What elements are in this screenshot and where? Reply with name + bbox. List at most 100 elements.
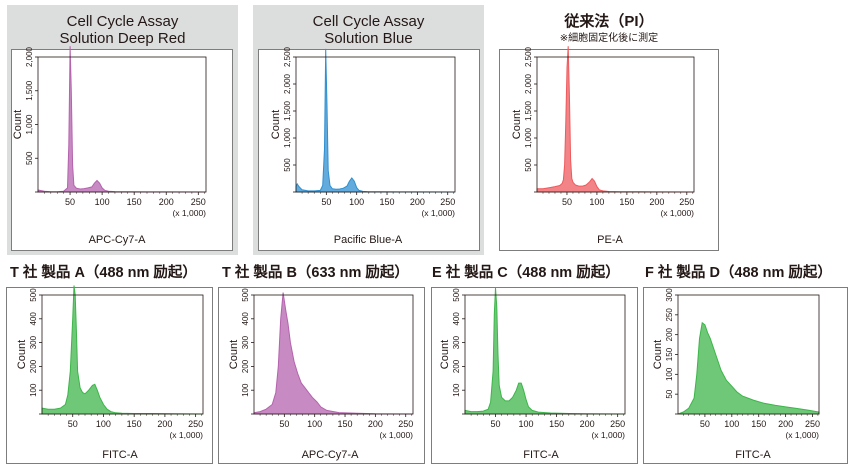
histogram-chart: 50 100 150 200 250(x 1,000) 100 200 300 400 500 Co… (439, 287, 626, 461)
y-tick-label: 500 (25, 151, 34, 165)
y-tick-label: 300 (29, 335, 38, 349)
chart-card (258, 49, 480, 251)
x-tick-label: 100 (96, 419, 111, 429)
histogram-area (41, 285, 204, 415)
x-tick-label: 50 (491, 419, 501, 429)
y-tick-label: 2,000 (524, 73, 533, 94)
x-tick-label: 150 (127, 197, 142, 207)
y-tick-label: 2,500 (283, 46, 292, 67)
x-tick-label: 150 (619, 197, 634, 207)
x-axis-label: FITC-A (735, 449, 771, 461)
x-tick-label: 200 (580, 419, 595, 429)
y-tick-label: 1,000 (283, 127, 292, 148)
x-tick-label: 100 (519, 419, 534, 429)
y-tick-label: 100 (665, 367, 674, 381)
x-scale-note: (x 1,000) (172, 208, 206, 218)
y-axis-label: Count (16, 340, 28, 369)
y-tick-label: 1,500 (283, 100, 292, 121)
panel-title-line2: Solution Deep Red (59, 30, 186, 47)
y-tick-label: 300 (241, 335, 250, 349)
y-axis-label: Count (228, 340, 240, 369)
y-axis-label: Count (439, 340, 451, 369)
x-tick-label: 200 (649, 197, 664, 207)
y-tick-label: 1,500 (524, 100, 533, 121)
x-tick-label: 150 (380, 197, 395, 207)
y-axis-label: Count (270, 110, 282, 139)
y-axis-label: Count (652, 340, 664, 369)
histogram-chart: 50 100 150 200 250(x 1,000) 500 1,000 1,500 2,00… (511, 46, 695, 246)
bottom-title-a: T 社 製品 A（488 nm 励起） (10, 265, 197, 281)
x-tick-label: 250 (188, 419, 203, 429)
y-tick-label: 200 (665, 327, 674, 341)
y-tick-label: 2,500 (524, 46, 533, 67)
panel-blue: Cell Cycle Assay Solution Blue (253, 5, 484, 255)
plot-frame (464, 294, 626, 415)
histogram-area (37, 46, 207, 193)
y-tick-label: 500 (524, 158, 533, 172)
chart-card-c (431, 287, 638, 464)
bottom-title-b: T 社 製品 B（633 nm 励起） (222, 265, 409, 281)
x-tick-label: 150 (549, 419, 564, 429)
panel-title-line2: ※細胞固定化後に測定 (559, 33, 659, 44)
histogram-area (295, 48, 456, 193)
plot-frame (253, 294, 414, 415)
x-tick-label: 200 (410, 197, 425, 207)
x-tick-label: 50 (562, 197, 572, 207)
y-tick-label: 1,500 (25, 80, 34, 101)
y-tick-label: 300 (452, 335, 461, 349)
y-tick-label: 100 (452, 383, 461, 397)
x-tick-label: 200 (368, 419, 383, 429)
panel-title-line1: Cell Cycle Assay (312, 13, 425, 30)
x-tick-label: 50 (321, 197, 331, 207)
y-tick-label: 200 (452, 359, 461, 373)
x-tick-label: 200 (778, 419, 793, 429)
y-tick-label: 150 (665, 347, 674, 361)
panel-title-line1: 従来法（PI） (564, 13, 654, 30)
bottom-title-d: F 社 製品 D（488 nm 励起） (645, 265, 832, 281)
y-tick-label: 500 (29, 288, 38, 302)
x-tick-label: 250 (191, 197, 206, 207)
panel-pi: 従来法（PI） ※細胞固定化後に測定 (499, 5, 719, 255)
x-tick-label: 250 (610, 419, 625, 429)
y-tick-label: 2,000 (25, 46, 34, 67)
plot-frame (41, 294, 204, 415)
x-tick-label: 150 (751, 419, 766, 429)
x-scale-note: (x 1,000) (785, 430, 819, 440)
x-tick-label: 150 (127, 419, 142, 429)
histogram-area (464, 287, 626, 415)
x-tick-label: 100 (95, 197, 110, 207)
x-tick-label: 250 (440, 197, 455, 207)
x-axis-label: FITC-A (523, 449, 559, 461)
x-tick-label: 50 (700, 419, 710, 429)
x-axis-label: FITC-A (102, 449, 138, 461)
x-axis-label: PE-A (597, 234, 623, 246)
histogram-chart: 50 100 150 200 250(x 1,000) 100 200 300 400 500 Co… (16, 285, 204, 461)
y-tick-label: 200 (241, 359, 250, 373)
x-tick-label: 200 (157, 419, 172, 429)
histogram-chart: 50 100 150 200 250(x 1,000) 500 1,000 1,500 2,00… (270, 46, 456, 246)
x-tick-label: 150 (338, 419, 353, 429)
panel-deep-red: Cell Cycle Assay Solution Deep Red (7, 5, 238, 255)
panel-title-line2: Solution Blue (324, 30, 413, 47)
y-tick-label: 400 (241, 312, 250, 326)
panel-title-line1: Cell Cycle Assay (66, 13, 179, 30)
histogram-chart: 50 100 150 200 250(x 1,000) 500 1,000 1,500 2,00… (12, 46, 207, 246)
y-tick-label: 1,000 (25, 114, 34, 135)
chart-card-b (218, 287, 425, 464)
chart-card (499, 49, 719, 251)
histogram-chart: 50 100 150 200 250(x 1,000) 100 200 300 400 500 Co… (228, 288, 414, 461)
y-tick-label: 400 (452, 312, 461, 326)
x-scale-note: (x 1,000) (169, 430, 203, 440)
y-tick-label: 100 (29, 383, 38, 397)
x-tick-label: 50 (65, 197, 75, 207)
x-tick-label: 250 (805, 419, 820, 429)
y-tick-label: 500 (283, 158, 292, 172)
y-tick-label: 200 (29, 359, 38, 373)
x-tick-label: 200 (159, 197, 174, 207)
x-scale-note: (x 1,000) (421, 208, 455, 218)
histogram-area (253, 292, 414, 415)
y-tick-label: 1,000 (524, 127, 533, 148)
x-tick-label: 250 (679, 197, 694, 207)
x-tick-label: 100 (724, 419, 739, 429)
y-tick-label: 400 (29, 312, 38, 326)
